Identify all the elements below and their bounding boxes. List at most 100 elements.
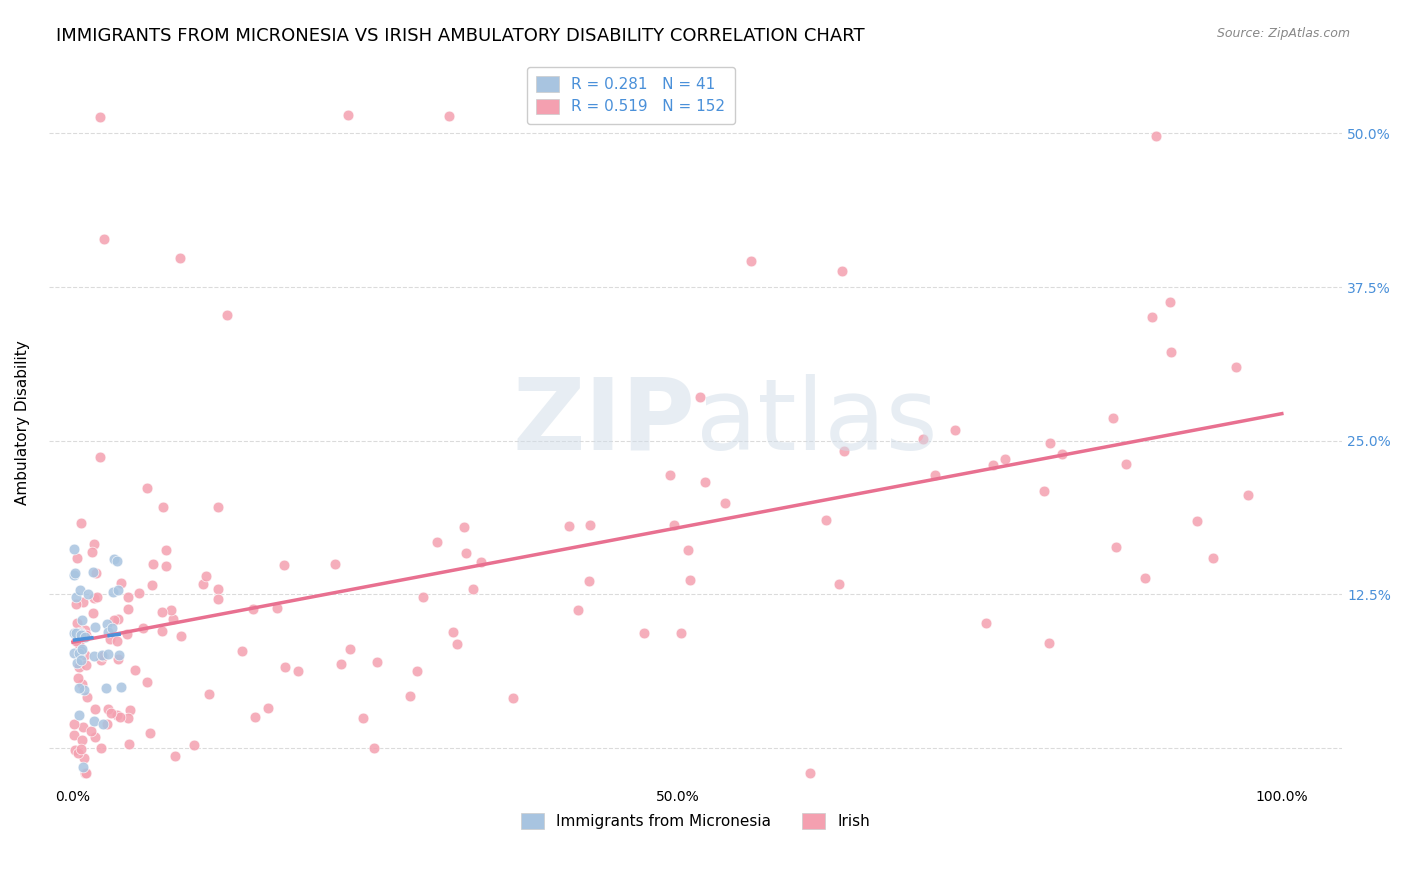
- Point: [323, 557, 346, 571]
- Point: [70, 627, 93, 641]
- Point: [66, 671, 89, 685]
- Point: [1102, 411, 1125, 425]
- Point: [1144, 129, 1167, 144]
- Point: [70, 742, 93, 756]
- Point: [426, 535, 449, 549]
- Point: [65, 626, 87, 640]
- Point: [105, 708, 128, 723]
- Point: [124, 663, 146, 677]
- Point: [89, 110, 111, 124]
- Point: [1236, 488, 1258, 502]
- Point: [1140, 310, 1163, 325]
- Point: [69, 625, 91, 640]
- Point: [461, 582, 484, 596]
- Point: [567, 603, 589, 617]
- Point: [62, 541, 84, 556]
- Point: [62, 646, 84, 660]
- Point: [83, 537, 105, 551]
- Point: [75, 628, 97, 642]
- Point: [83, 591, 105, 606]
- Point: [1202, 551, 1225, 566]
- Point: [160, 602, 183, 616]
- Point: [67, 646, 90, 660]
- Point: [84, 566, 107, 580]
- Point: [63, 717, 86, 731]
- Point: [1105, 540, 1128, 554]
- Point: [65, 551, 87, 566]
- Point: [1159, 294, 1181, 309]
- Point: [70, 677, 93, 691]
- Point: [75, 658, 97, 673]
- Point: [330, 657, 353, 671]
- Point: [96, 617, 118, 632]
- Point: [63, 742, 86, 756]
- Point: [69, 516, 91, 530]
- Point: [117, 711, 139, 725]
- Point: [94, 681, 117, 696]
- Point: [150, 624, 173, 638]
- Point: [169, 251, 191, 265]
- Point: [93, 232, 115, 246]
- Point: [1160, 344, 1182, 359]
- Point: [183, 738, 205, 752]
- Point: [994, 451, 1017, 466]
- Point: [90, 653, 112, 667]
- Point: [1039, 436, 1062, 450]
- Point: [1038, 636, 1060, 650]
- Point: [89, 741, 111, 756]
- Point: [669, 625, 692, 640]
- Point: [207, 592, 229, 607]
- Point: [689, 390, 711, 404]
- Point: [73, 750, 96, 764]
- Point: [86, 590, 108, 604]
- Point: [103, 551, 125, 566]
- Point: [83, 730, 105, 744]
- Point: [80, 544, 103, 558]
- Point: [658, 468, 681, 483]
- Point: [72, 760, 94, 774]
- Point: [110, 710, 132, 724]
- Point: [73, 631, 96, 645]
- Point: [107, 583, 129, 598]
- Point: [1050, 447, 1073, 461]
- Point: [266, 601, 288, 615]
- Point: [256, 701, 278, 715]
- Point: [437, 110, 460, 124]
- Point: [110, 680, 132, 694]
- Point: [107, 652, 129, 666]
- Point: [66, 615, 89, 630]
- Point: [101, 621, 124, 635]
- Point: [155, 558, 177, 573]
- Point: [82, 565, 104, 579]
- Point: [80, 723, 103, 738]
- Point: [446, 638, 468, 652]
- Point: [117, 602, 139, 616]
- Point: [73, 765, 96, 780]
- Point: [198, 687, 221, 701]
- Point: [65, 634, 87, 648]
- Point: [141, 557, 163, 571]
- Point: [128, 585, 150, 599]
- Point: [108, 648, 131, 662]
- Text: ZIP: ZIP: [513, 374, 696, 471]
- Point: [105, 554, 128, 568]
- Text: IMMIGRANTS FROM MICRONESIA VS IRISH AMBULATORY DISABILITY CORRELATION CHART: IMMIGRANTS FROM MICRONESIA VS IRISH AMBU…: [56, 27, 865, 45]
- Point: [97, 647, 120, 661]
- Point: [943, 423, 966, 437]
- Point: [165, 749, 187, 764]
- Point: [131, 622, 153, 636]
- Point: [72, 613, 94, 627]
- Point: [470, 555, 492, 569]
- Point: [831, 264, 853, 278]
- Point: [662, 518, 685, 533]
- Point: [67, 681, 90, 696]
- Point: [101, 585, 124, 599]
- Point: [97, 702, 120, 716]
- Point: [82, 606, 104, 620]
- Point: [73, 683, 96, 698]
- Point: [96, 717, 118, 731]
- Point: [558, 518, 581, 533]
- Point: [287, 664, 309, 678]
- Point: [924, 468, 946, 483]
- Text: Source: ZipAtlas.com: Source: ZipAtlas.com: [1216, 27, 1350, 40]
